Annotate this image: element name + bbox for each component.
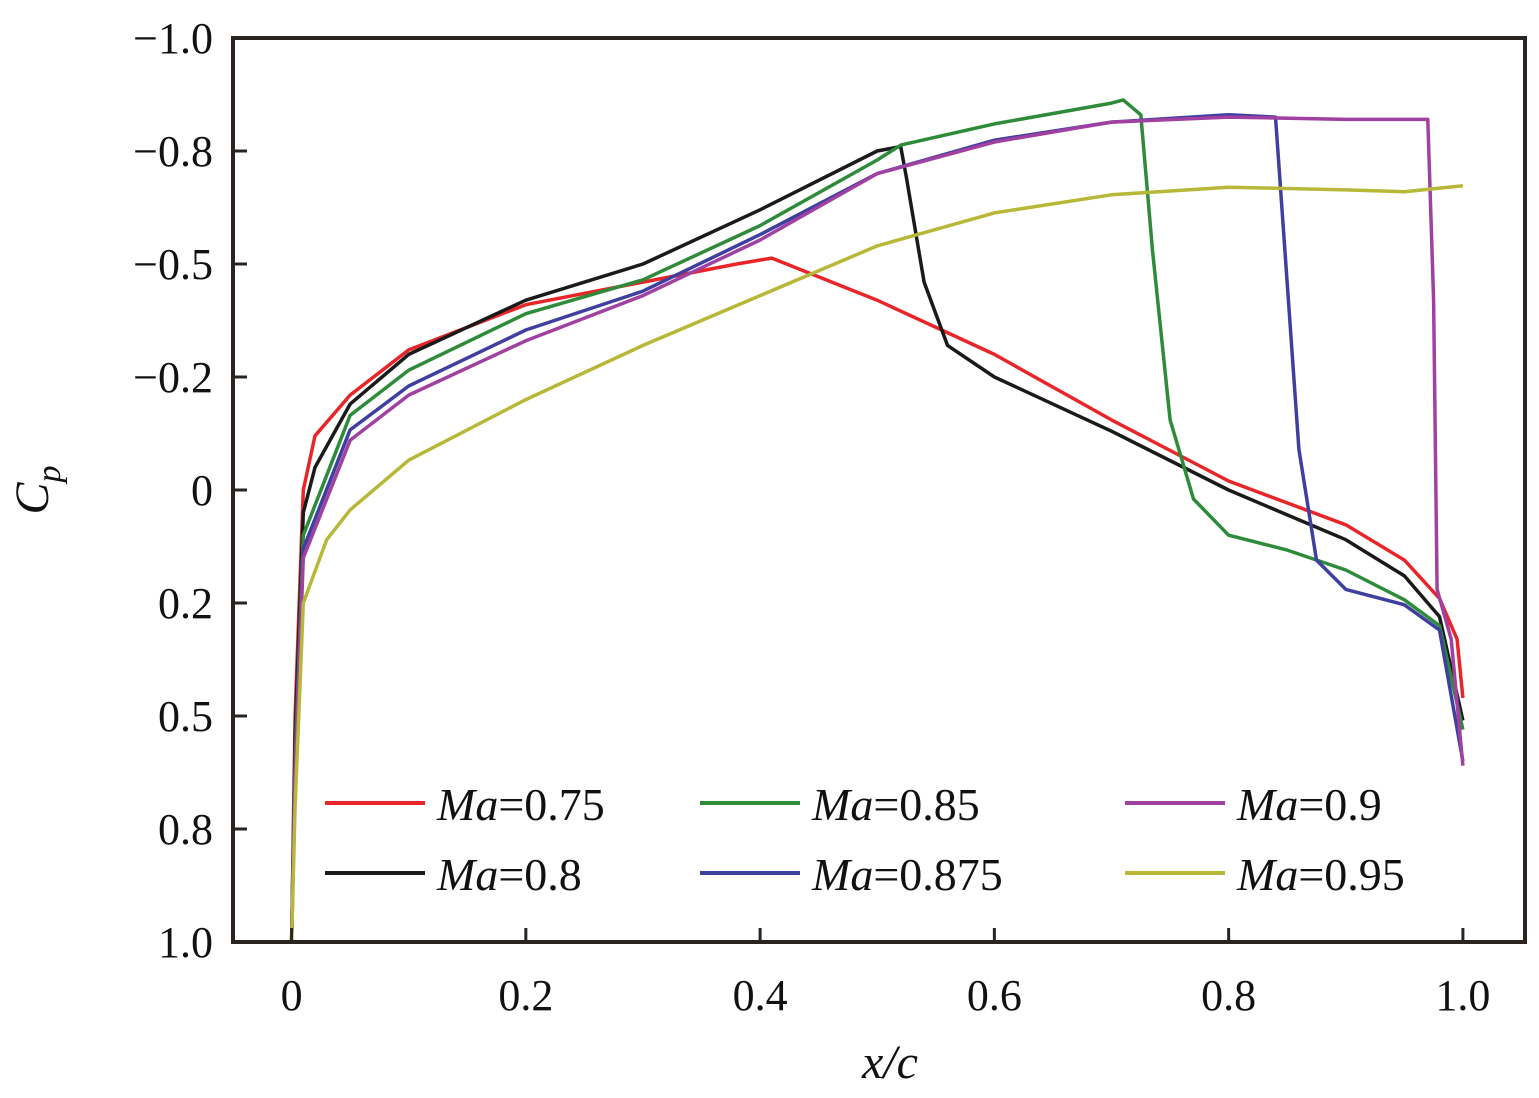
y-tick-label: 0.8 [158,805,213,854]
y-axis-label-sub: p [31,465,68,484]
legend-label-1: Ma=0.8 [436,849,582,900]
axis-ticks: 0 0.2 0.4 0.6 0.8 1.0 −1.0 −0.8 −0.5 −0.2 0 0.2 0.5 0… [133,14,1490,1020]
legend-label-4: Ma=0.9 [1236,779,1382,830]
legend-label-0: Ma=0.75 [436,779,605,830]
y-tick-label: −0.5 [133,240,213,289]
y-tick-label: 0.2 [158,579,213,628]
x-tick-label: 0.4 [733,971,788,1020]
y-tick-label: −0.2 [133,353,213,402]
series-line-2 [289,98,1465,943]
legend-label-5: Ma=0.95 [1236,849,1405,900]
legend: Ma=0.75 Ma=0.8 Ma=0.85 Ma=0.875 Ma=0.9 Ma=0.9… [325,779,1405,900]
y-tick-label: −0.8 [133,127,213,176]
legend-label-2: Ma=0.85 [811,779,980,830]
x-axis-label: x/c [861,1036,918,1089]
y-axis-label-main: C [6,482,59,515]
y-axis-label: Cp [6,465,68,514]
series-line-4 [289,115,1465,943]
y-tick-label: 0.5 [158,692,213,741]
y-tick-label: −1.0 [133,14,213,63]
y-tick-label: 0 [191,466,213,515]
x-tick-label: 0.6 [967,971,1022,1020]
legend-label-3: Ma=0.875 [811,849,1003,900]
y-tick-label: 1.0 [158,918,213,967]
x-tick-label: 0 [281,971,303,1020]
series-lines [289,98,1465,943]
x-tick-label: 0.8 [1201,971,1256,1020]
series-line-0 [289,256,1465,943]
series-line-5 [289,184,1464,943]
x-tick-label: 0.2 [498,971,553,1020]
x-tick-label: 1.0 [1435,971,1490,1020]
